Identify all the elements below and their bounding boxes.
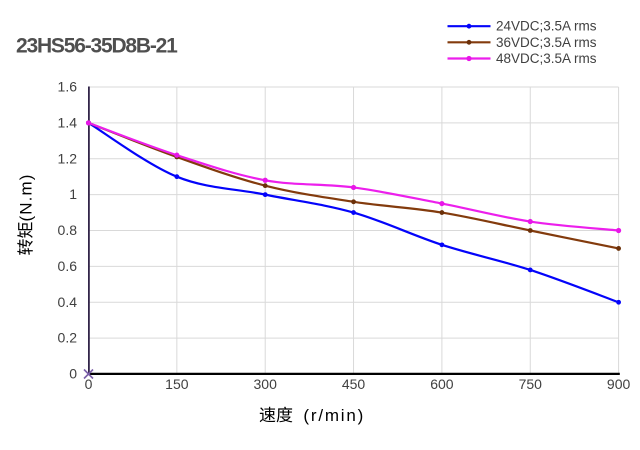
svg-text:1: 1: [69, 186, 77, 202]
svg-text:0.8: 0.8: [58, 222, 78, 238]
svg-text:0.2: 0.2: [58, 330, 78, 346]
svg-text:150: 150: [165, 376, 189, 392]
svg-text:1.2: 1.2: [58, 150, 78, 166]
svg-text:0: 0: [69, 366, 77, 382]
svg-text:(N.m): (N.m): [17, 174, 36, 222]
svg-text:(r/min): (r/min): [303, 406, 365, 425]
svg-text:36VDC;3.5A rms: 36VDC;3.5A rms: [496, 35, 597, 50]
svg-text:900: 900: [607, 376, 631, 392]
svg-text:450: 450: [342, 376, 366, 392]
svg-text:1.6: 1.6: [58, 79, 78, 95]
svg-text:24VDC;3.5A rms: 24VDC;3.5A rms: [496, 19, 597, 34]
svg-text:0.6: 0.6: [58, 258, 78, 274]
svg-text:0.4: 0.4: [58, 294, 78, 310]
svg-text:1.4: 1.4: [58, 114, 78, 130]
svg-text:750: 750: [519, 376, 543, 392]
svg-text:300: 300: [254, 376, 278, 392]
svg-text:600: 600: [430, 376, 454, 392]
svg-text:48VDC;3.5A rms: 48VDC;3.5A rms: [496, 51, 597, 66]
svg-text:23HS56-35D8B-21: 23HS56-35D8B-21: [16, 34, 178, 57]
svg-text:0: 0: [85, 376, 93, 392]
